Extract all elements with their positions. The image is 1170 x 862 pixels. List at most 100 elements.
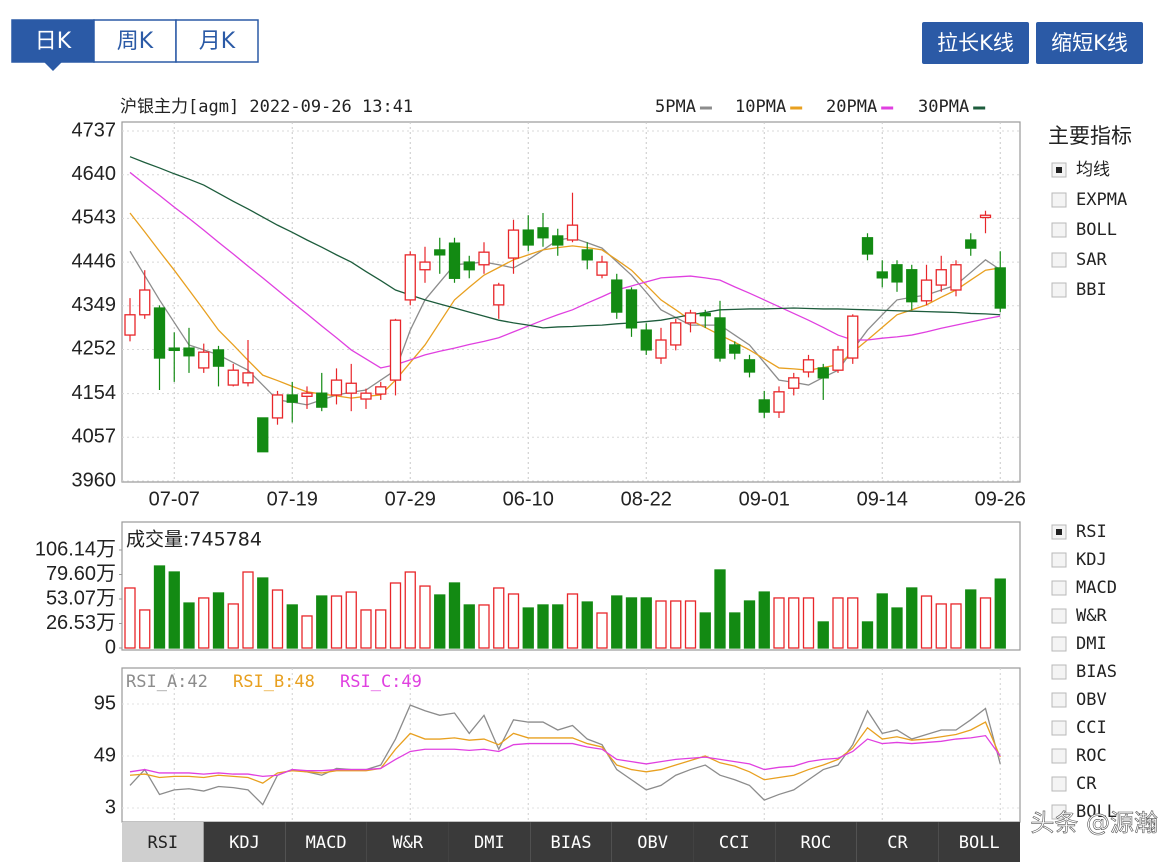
bottom-tab[interactable]: [938, 822, 1020, 862]
indicator-label[interactable]: DMI: [1076, 634, 1107, 654]
y-tick-label: 49: [94, 744, 116, 766]
volume-bar: [212, 592, 225, 649]
indicator-label[interactable]: BIAS: [1076, 662, 1117, 682]
indicator-label[interactable]: 均线: [1076, 160, 1110, 180]
bottom-tab[interactable]: [285, 822, 367, 862]
bottom-tab[interactable]: [693, 822, 776, 862]
checkbox[interactable]: [1051, 552, 1067, 568]
bottom-tab[interactable]: [775, 822, 857, 862]
indicator-label[interactable]: EXPMA: [1076, 190, 1127, 210]
volume-bar: [522, 607, 534, 649]
candle-body: [994, 267, 1006, 309]
y-tick-label: 95: [94, 692, 116, 714]
volume-bar: [375, 609, 387, 649]
volume-bar: [257, 577, 269, 649]
indicator-label[interactable]: CR: [1076, 774, 1097, 794]
tab-label[interactable]: 周K: [117, 29, 154, 54]
candle-body: [227, 369, 239, 386]
bottom-tab[interactable]: [448, 822, 531, 862]
indicator-label[interactable]: RSI: [1076, 522, 1107, 542]
bottom-tab[interactable]: [203, 822, 286, 862]
checkbox[interactable]: [1051, 748, 1067, 764]
button[interactable]: [1036, 22, 1143, 64]
button[interactable]: [922, 22, 1029, 64]
bottom-tab-label[interactable]: DMI: [474, 833, 505, 853]
indicator-label[interactable]: BOLL: [1076, 220, 1117, 240]
y-tick-label: 53.07万: [46, 587, 116, 609]
legend-label: 10PMA: [735, 97, 786, 117]
indicator-label[interactable]: W&R: [1076, 606, 1107, 626]
bottom-tab-label[interactable]: RSI: [147, 833, 178, 853]
bottom-tab-label[interactable]: MACD: [306, 833, 347, 853]
tab[interactable]: [11, 19, 95, 63]
checkbox[interactable]: [1051, 192, 1067, 208]
indicator-label[interactable]: BOLL: [1076, 802, 1117, 822]
checkbox[interactable]: [1051, 282, 1067, 298]
candle-body: [493, 284, 505, 306]
volume-bar: [625, 597, 638, 649]
indicator-label[interactable]: ROC: [1076, 746, 1107, 766]
checkbox[interactable]: [1051, 636, 1067, 652]
candle-body: [153, 307, 166, 359]
checkbox[interactable]: [1051, 608, 1067, 624]
y-tick-label: 4446: [72, 250, 117, 272]
checkbox[interactable]: [1051, 222, 1067, 238]
checkbox[interactable]: [1051, 692, 1067, 708]
checkbox[interactable]: [1051, 776, 1067, 792]
indicator-label[interactable]: SAR: [1076, 250, 1107, 270]
indicator-label[interactable]: BBI: [1076, 280, 1107, 300]
candle-body: [507, 229, 520, 259]
bottom-tab-label[interactable]: BIAS: [551, 833, 592, 853]
bottom-tab-label[interactable]: KDJ: [229, 833, 260, 853]
bottom-tab[interactable]: [611, 822, 694, 862]
volume-bar: [404, 571, 416, 649]
candle-body: [950, 264, 962, 291]
checkbox[interactable]: [1051, 664, 1067, 680]
bottom-tab[interactable]: [530, 822, 612, 862]
indicator-label[interactable]: MACD: [1076, 578, 1117, 598]
bottom-tab-label[interactable]: CCI: [719, 833, 750, 853]
bottom-tab[interactable]: [366, 822, 449, 862]
tab[interactable]: [93, 19, 177, 63]
bottom-tab[interactable]: [122, 822, 204, 862]
bottom-tab-label[interactable]: CR: [887, 833, 908, 853]
bottom-tab-label[interactable]: OBV: [637, 833, 668, 853]
volume-bar: [994, 578, 1006, 649]
indicator-label[interactable]: KDJ: [1076, 550, 1107, 570]
checkbox[interactable]: [1051, 580, 1067, 596]
checkbox[interactable]: [1051, 252, 1067, 268]
candle-body: [478, 251, 490, 266]
bottom-tab-label[interactable]: W&R: [392, 833, 423, 853]
x-tick-label: 06-10: [503, 488, 554, 510]
tab[interactable]: [175, 19, 259, 63]
tab-label[interactable]: 月K: [199, 29, 236, 54]
candle-body: [684, 312, 697, 324]
candle-body: [625, 289, 638, 329]
candle-body: [876, 271, 888, 279]
volume-bar: [198, 597, 210, 649]
volume-bar: [345, 591, 357, 649]
button-label[interactable]: 缩短K线: [1051, 31, 1128, 55]
section-title: 主要指标: [1048, 124, 1132, 148]
volume-bar: [965, 589, 977, 649]
volume-bar: [330, 595, 343, 649]
checkbox[interactable]: [1051, 720, 1067, 736]
y-tick-label: 4737: [72, 119, 117, 141]
volume-bar: [537, 604, 549, 649]
bottom-tab[interactable]: [856, 822, 939, 862]
candle-body: [758, 399, 770, 413]
volume-bar: [493, 587, 505, 649]
bottom-tab-label[interactable]: BOLL: [959, 833, 1000, 853]
tab-label[interactable]: 日K: [35, 29, 72, 54]
indicator-label[interactable]: OBV: [1076, 690, 1107, 710]
candle-body: [817, 367, 829, 379]
indicator-label[interactable]: CCI: [1076, 718, 1107, 738]
candle-body: [212, 349, 225, 367]
volume-bar: [153, 565, 166, 649]
volume-bar: [389, 582, 402, 649]
volume-bar: [139, 609, 151, 649]
candle-body: [139, 289, 151, 316]
bottom-tab-label[interactable]: ROC: [801, 833, 832, 853]
button-label[interactable]: 拉长K线: [937, 31, 1014, 55]
checkbox[interactable]: [1051, 804, 1067, 820]
